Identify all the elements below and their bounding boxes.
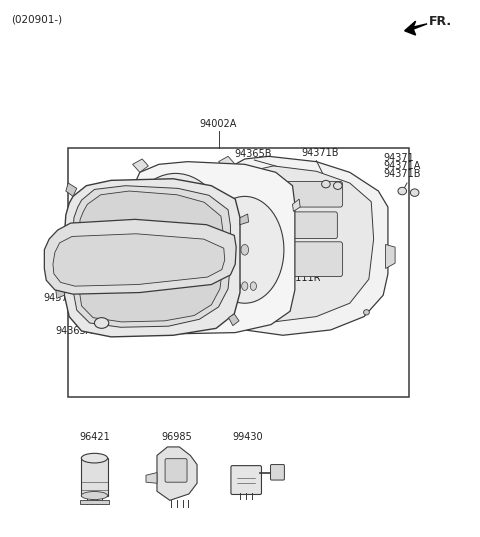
FancyBboxPatch shape	[271, 465, 284, 480]
Polygon shape	[146, 473, 157, 483]
Text: 94365B: 94365B	[234, 149, 272, 159]
Ellipse shape	[235, 282, 240, 291]
Ellipse shape	[322, 180, 330, 188]
Polygon shape	[66, 183, 77, 197]
FancyBboxPatch shape	[281, 242, 343, 277]
Text: 94002A: 94002A	[200, 119, 237, 128]
FancyBboxPatch shape	[286, 212, 337, 238]
Ellipse shape	[172, 289, 180, 299]
Bar	[68, 148, 409, 397]
Polygon shape	[292, 199, 300, 212]
Polygon shape	[218, 156, 235, 170]
FancyBboxPatch shape	[165, 459, 187, 482]
Ellipse shape	[205, 197, 284, 303]
Polygon shape	[240, 214, 249, 224]
Text: 94363A: 94363A	[55, 326, 93, 336]
Text: 94371B: 94371B	[301, 148, 338, 158]
Polygon shape	[157, 447, 197, 500]
Ellipse shape	[410, 189, 419, 197]
Polygon shape	[56, 287, 64, 299]
Text: FR.: FR.	[429, 14, 452, 28]
Ellipse shape	[250, 282, 256, 291]
Ellipse shape	[334, 182, 342, 190]
Text: 96421: 96421	[79, 432, 110, 442]
Text: (020901-): (020901-)	[11, 14, 62, 25]
Ellipse shape	[81, 453, 108, 463]
Polygon shape	[218, 156, 388, 335]
Polygon shape	[210, 293, 218, 305]
Text: 99430: 99430	[232, 432, 263, 442]
Polygon shape	[64, 179, 240, 337]
Polygon shape	[73, 186, 230, 327]
Polygon shape	[405, 21, 427, 35]
Polygon shape	[234, 166, 373, 322]
Text: 96985: 96985	[162, 432, 192, 442]
Text: 94371A: 94371A	[383, 161, 420, 171]
Ellipse shape	[95, 318, 109, 328]
Ellipse shape	[81, 491, 108, 499]
Ellipse shape	[364, 310, 369, 315]
FancyBboxPatch shape	[281, 182, 343, 207]
Text: 94371: 94371	[383, 153, 414, 163]
Polygon shape	[228, 314, 239, 325]
FancyBboxPatch shape	[231, 466, 262, 495]
Polygon shape	[132, 159, 148, 172]
Ellipse shape	[120, 173, 230, 323]
Text: 94111R: 94111R	[283, 273, 321, 283]
Ellipse shape	[398, 187, 407, 195]
Ellipse shape	[241, 244, 249, 255]
Text: 94371B: 94371B	[383, 169, 420, 179]
Ellipse shape	[171, 242, 180, 255]
Polygon shape	[53, 234, 225, 286]
Polygon shape	[385, 244, 395, 268]
Polygon shape	[120, 287, 129, 299]
Polygon shape	[79, 191, 223, 322]
Ellipse shape	[241, 282, 248, 291]
Polygon shape	[129, 162, 295, 333]
FancyBboxPatch shape	[81, 458, 108, 496]
FancyBboxPatch shape	[80, 500, 109, 504]
Text: 94370: 94370	[43, 293, 74, 303]
Polygon shape	[44, 219, 236, 294]
Ellipse shape	[237, 243, 243, 251]
Text: 94360B: 94360B	[96, 204, 133, 214]
